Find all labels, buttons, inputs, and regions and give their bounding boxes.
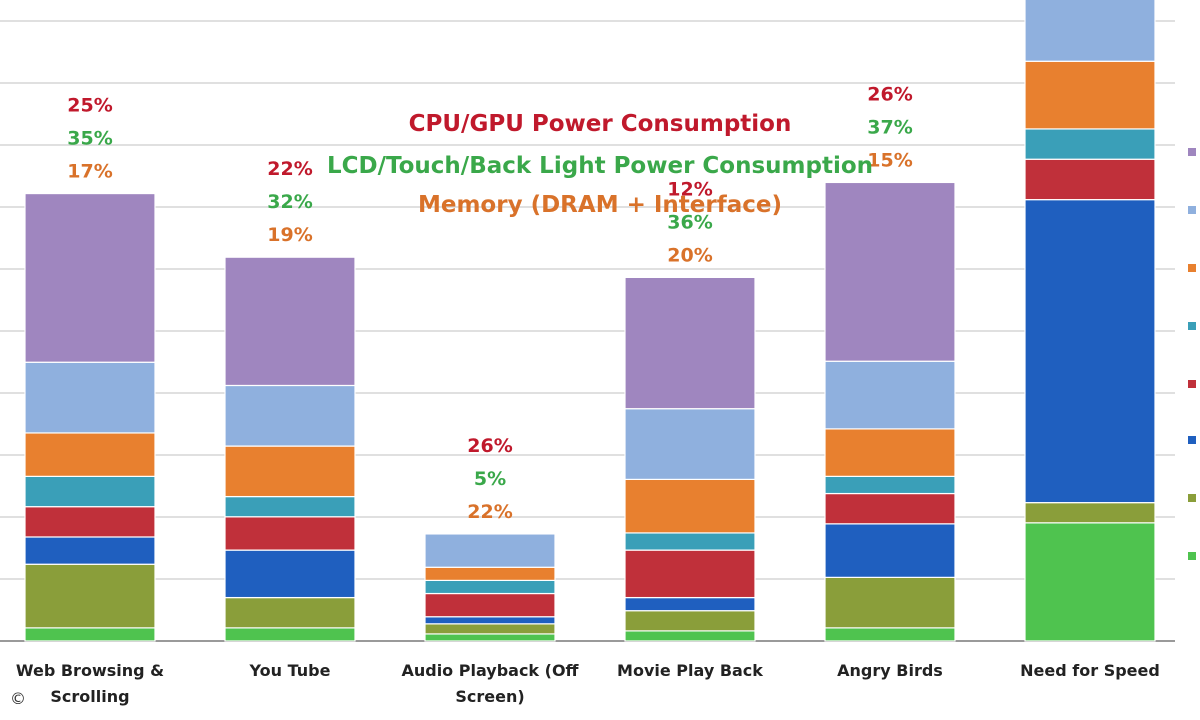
legend-marker	[1188, 322, 1196, 330]
annotation-mem: 15%	[867, 149, 912, 171]
chart-title-lcd: LCD/Touch/Back Light Power Consumption	[326, 153, 874, 179]
bar-segment	[24, 563, 156, 629]
bar-segment	[624, 630, 756, 642]
bar-segment	[24, 506, 156, 538]
bar-segment	[224, 495, 356, 518]
annotation-cpu: 26%	[867, 83, 912, 105]
bar-segment	[824, 492, 956, 525]
bar-segment	[224, 627, 356, 642]
x-tick-label: You Tube	[249, 661, 331, 680]
bar-segment	[424, 579, 556, 595]
bar-segment	[224, 445, 356, 498]
annotation-lcd: 32%	[267, 191, 312, 213]
bar-segment	[624, 478, 756, 534]
x-tick-label: Need for Speed	[1020, 661, 1160, 680]
annotation-cpu: 26%	[467, 435, 512, 457]
bar-segment	[1024, 502, 1156, 524]
bar-segment	[424, 633, 556, 642]
legend-marker	[1188, 552, 1196, 560]
annotation-lcd: 36%	[667, 211, 712, 233]
bar-segment	[424, 533, 556, 568]
annotation-lcd: 35%	[67, 128, 112, 150]
bar-segment	[624, 408, 756, 481]
annotation-cpu: 12%	[667, 178, 712, 200]
bar-annotations: 25% 35% 17% 22% 32% 19% 26% 5% 22% 12% 36% 20% 26% 37…	[67, 83, 912, 523]
gridlines	[0, 20, 1175, 642]
bar-segment	[24, 192, 156, 363]
chart-title-cpu: CPU/GPU Power Consumption	[408, 111, 792, 137]
bar-segment	[224, 596, 356, 629]
annotation-mem: 19%	[267, 224, 312, 246]
bar-segment	[24, 361, 156, 434]
x-tick-label: Web Browsing & Scrolling	[16, 661, 164, 706]
legend-marker	[1188, 148, 1196, 156]
bar-segment	[24, 432, 156, 477]
bar-segment	[824, 576, 956, 629]
annotation-cpu: 25%	[67, 95, 112, 117]
annotation-mem: 22%	[467, 501, 512, 523]
legend-marker	[1188, 380, 1196, 388]
bar-segment	[224, 516, 356, 551]
bar-segment	[24, 536, 156, 565]
chart-title-memory: Memory (DRAM + Interface)	[417, 192, 783, 218]
annotation-lcd: 5%	[474, 468, 506, 490]
legend-marker	[1188, 264, 1196, 272]
x-tick-label: Angry Birds	[837, 661, 943, 680]
bar-segment	[24, 475, 156, 508]
bar-segment	[624, 596, 756, 612]
bar-segment	[424, 566, 556, 582]
annotation-lcd: 37%	[867, 116, 912, 138]
bars	[24, 0, 1156, 642]
bar-segment	[224, 549, 356, 599]
legend-markers	[1188, 148, 1196, 560]
legend-marker	[1188, 206, 1196, 214]
bar-segment	[1024, 0, 1156, 62]
bar-segment	[24, 627, 156, 642]
bar-segment	[424, 623, 556, 635]
bar-segment	[824, 627, 956, 642]
annotation-mem: 20%	[667, 244, 712, 266]
legend-marker	[1188, 494, 1196, 502]
bar-segment	[424, 592, 556, 618]
bar-segment	[1024, 199, 1156, 504]
bar-segment	[624, 532, 756, 551]
legend-marker	[1188, 436, 1196, 444]
annotation-cpu: 22%	[267, 158, 312, 180]
bar-segment	[624, 276, 756, 410]
bar-segment	[824, 523, 956, 578]
copyright-mark: ©	[10, 689, 26, 708]
bar-segment	[824, 360, 956, 430]
bar-segment	[224, 384, 356, 447]
bar-segment	[624, 610, 756, 632]
bar-segment	[824, 181, 956, 362]
bar-segment	[424, 616, 556, 625]
bar-segment	[824, 475, 956, 495]
bar-segment	[824, 428, 956, 477]
bar-segment	[224, 256, 356, 387]
bar-segment	[624, 549, 756, 599]
annotation-mem: 17%	[67, 161, 112, 183]
bar-segment	[1024, 522, 1156, 642]
x-tick-label: Movie Play Back	[617, 661, 763, 680]
x-tick-label: Audio Playback (Off Screen)	[401, 661, 579, 706]
x-tick-labels: Web Browsing & Scrolling You Tube Audio Pla…	[16, 661, 1160, 706]
